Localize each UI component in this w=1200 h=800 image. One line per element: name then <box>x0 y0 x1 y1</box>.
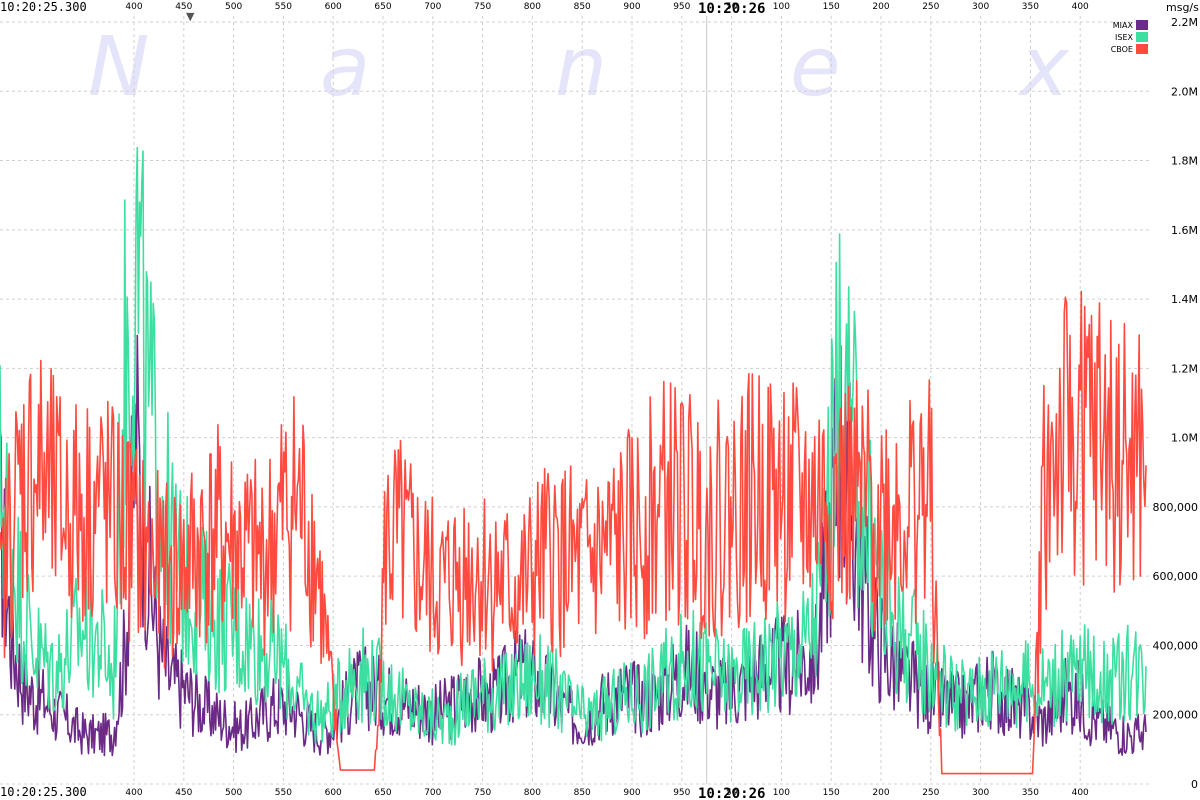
ms-tick-label-bottom: 150 <box>823 788 840 798</box>
y-tick-label: 800,000 <box>1153 501 1199 514</box>
ms-tick-label-top: 550 <box>275 2 292 12</box>
ms-tick-label-top: 100 <box>773 2 790 12</box>
series-line-miax <box>0 334 1147 757</box>
y-axis-ticks: 0 200,000 400,000 600,000 800,000 1.0M 1.2M 1.4… <box>1153 16 1199 791</box>
y-tick-label: 2.0M <box>1171 85 1198 98</box>
y-tick-label: 1.0M <box>1171 432 1198 445</box>
ms-tick-label-bottom: 800 <box>524 788 541 798</box>
ms-tick-label-bottom: 550 <box>275 788 292 798</box>
time-left-bottom: 10:20:25.300 <box>0 785 87 799</box>
ms-tick-label-bottom: 50 <box>726 788 738 798</box>
marker-triangle-icon: ▼ <box>186 10 195 23</box>
ms-tick-label-top: 650 <box>374 2 391 12</box>
y-tick-label: 600,000 <box>1153 570 1199 583</box>
legend: MIAX ISEX CBOE <box>1111 20 1148 54</box>
ms-tick-label-bottom: 250 <box>922 788 939 798</box>
ms-tick-label-top: 950 <box>673 2 690 12</box>
legend-swatch <box>1136 32 1148 42</box>
ms-tick-label-bottom: 200 <box>872 788 889 798</box>
y-tick-label: 1.8M <box>1171 155 1198 168</box>
ms-tick-label-top: 700 <box>424 2 441 12</box>
legend-swatch <box>1136 44 1148 54</box>
ms-tick-label-bottom: 850 <box>574 788 591 798</box>
ms-tick-label-top: 350 <box>1022 2 1039 12</box>
ms-tick-label-bottom: 100 <box>773 788 790 798</box>
ms-tick-label-top: 450 <box>175 2 192 12</box>
ms-tick-label-bottom: 750 <box>474 788 491 798</box>
series-line-cboe <box>0 290 1147 775</box>
series-line-isex <box>0 146 1147 746</box>
ms-tick-label-bottom: 650 <box>374 788 391 798</box>
watermark-letter: x <box>1017 20 1070 115</box>
ms-tick-label-bottom: 600 <box>325 788 342 798</box>
ms-tick-label-top: 600 <box>325 2 342 12</box>
series-layer <box>0 146 1147 775</box>
ms-tick-label-bottom: 350 <box>1022 788 1039 798</box>
ms-tick-label-top: 50 <box>726 2 738 12</box>
legend-label: ISEX <box>1115 33 1133 42</box>
bottom-ms-ticks: 400 450 500 550 600 650 700 750 800 850 900 950 50 10… <box>125 788 1089 798</box>
watermark-letter: n <box>555 20 607 115</box>
ms-tick-label-top: 900 <box>623 2 640 12</box>
ms-tick-label-top: 250 <box>922 2 939 12</box>
watermark: N a n e x <box>88 20 1070 115</box>
ms-tick-label-bottom: 900 <box>623 788 640 798</box>
legend-swatch <box>1136 20 1148 30</box>
ms-tick-label-top: 300 <box>972 2 989 12</box>
legend-label: CBOE <box>1111 45 1133 54</box>
watermark-letter: e <box>790 20 840 115</box>
y-tick-label: 1.6M <box>1171 224 1198 237</box>
ms-tick-label-bottom: 400 <box>1072 788 1089 798</box>
ms-tick-label-top: 400 <box>125 2 142 12</box>
ms-tick-label-bottom: 950 <box>673 788 690 798</box>
watermark-letter: a <box>320 20 370 115</box>
y-tick-label: 0 <box>1191 778 1198 791</box>
y-tick-label: 1.4M <box>1171 293 1198 306</box>
ms-tick-label-top: 500 <box>225 2 242 12</box>
ms-tick-label-bottom: 450 <box>175 788 192 798</box>
grid <box>0 16 1150 785</box>
time-center-top: 10:20:26 <box>698 1 765 17</box>
ms-tick-label-top: 750 <box>474 2 491 12</box>
ms-tick-label-top: 850 <box>574 2 591 12</box>
ms-tick-label-bottom: 700 <box>424 788 441 798</box>
top-ms-ticks: 400 450 500 550 600 650 700 750 800 850 900 950 50 10… <box>125 2 1089 12</box>
y-tick-label: 200,000 <box>1153 709 1199 722</box>
ms-tick-label-bottom: 300 <box>972 788 989 798</box>
y-tick-label: 2.2M <box>1171 16 1198 29</box>
y-tick-label: 400,000 <box>1153 639 1199 652</box>
unit-label: msg/s <box>1166 1 1199 14</box>
time-left-top: 10:20:25.300 <box>0 0 87 14</box>
y-tick-label: 1.2M <box>1171 362 1198 375</box>
legend-label: MIAX <box>1113 21 1134 30</box>
ms-tick-label-top: 800 <box>524 2 541 12</box>
ms-tick-label-bottom: 500 <box>225 788 242 798</box>
watermark-letter: N <box>88 20 149 115</box>
ms-tick-label-top: 150 <box>823 2 840 12</box>
ms-tick-label-top: 400 <box>1072 2 1089 12</box>
time-center-bottom: 10:20:26 <box>698 786 765 800</box>
ms-tick-label-top: 200 <box>872 2 889 12</box>
ms-tick-label-bottom: 400 <box>125 788 142 798</box>
